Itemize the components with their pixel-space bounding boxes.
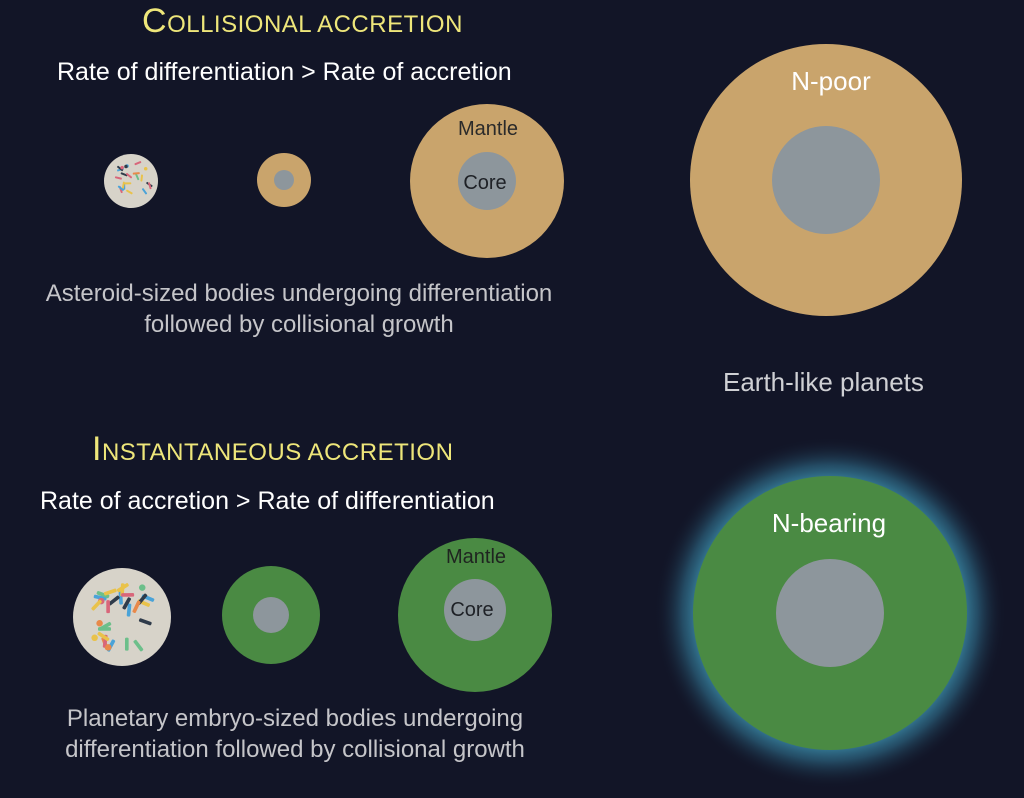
n-bearing-label: N-bearing bbox=[772, 508, 886, 538]
collisional-small-differentiated-body bbox=[257, 153, 311, 207]
grain bbox=[133, 639, 144, 652]
instantaneous-heading-rest: NSTANTANEOUS ACCRETION bbox=[101, 439, 454, 466]
grain bbox=[91, 599, 102, 611]
instantaneous-mantle-label: Mantle bbox=[446, 546, 506, 568]
instantaneous-caption: Planetary embryo-sized bodies undergoing… bbox=[40, 703, 550, 765]
instantaneous-caption-line2: differentiation followed by collisional … bbox=[65, 736, 525, 763]
grain bbox=[140, 174, 144, 182]
grain bbox=[121, 181, 125, 189]
collisional-undifferentiated-body bbox=[104, 154, 158, 208]
grain bbox=[134, 161, 142, 166]
n-poor-planet: N-poor bbox=[690, 44, 962, 316]
grain bbox=[106, 600, 110, 614]
grain bbox=[141, 188, 148, 195]
grain bbox=[148, 182, 152, 190]
collisional-rate-text: Rate of differentiation > Rate of accret… bbox=[57, 58, 512, 86]
grain bbox=[91, 634, 98, 642]
collisional-caption-line1: Asteroid-sized bodies undergoing differe… bbox=[45, 280, 553, 307]
n-poor-label: N-poor bbox=[791, 66, 871, 96]
instantaneous-rate-text: Rate of accretion > Rate of differentiat… bbox=[40, 487, 495, 515]
small-body-grains bbox=[114, 161, 153, 195]
instantaneous-heading-initial: I bbox=[92, 430, 102, 468]
grain bbox=[132, 172, 140, 175]
grain bbox=[124, 182, 132, 185]
grain bbox=[117, 165, 124, 172]
instantaneous-core-label: Core bbox=[450, 599, 493, 621]
grain bbox=[104, 644, 112, 651]
collisional-core-label: Core bbox=[463, 172, 506, 194]
grain bbox=[126, 603, 132, 617]
grain bbox=[116, 583, 129, 593]
collisional-heading-rest: OLLISIONAL ACCRETION bbox=[167, 11, 463, 38]
grain bbox=[121, 593, 135, 597]
grain bbox=[120, 172, 128, 177]
grain bbox=[132, 600, 141, 613]
grain bbox=[138, 618, 152, 626]
earth-like-planets-label: Earth-like planets bbox=[723, 367, 924, 397]
grain bbox=[122, 597, 131, 610]
grain bbox=[114, 176, 122, 180]
grain bbox=[97, 627, 111, 631]
grain bbox=[108, 595, 120, 606]
grain bbox=[120, 165, 124, 170]
grain bbox=[124, 164, 128, 169]
grain bbox=[126, 189, 133, 195]
collisional-caption-line2: followed by collisional growth bbox=[144, 311, 454, 338]
collisional-accretion-heading: COLLISIONAL ACCRETION bbox=[142, 2, 463, 41]
instantaneous-accretion-heading: INSTANTANEOUS ACCRETION bbox=[92, 430, 453, 469]
grain bbox=[103, 588, 117, 596]
collisional-differentiated-body: Mantle Core bbox=[410, 104, 564, 258]
grain bbox=[96, 591, 110, 599]
large-body-grains bbox=[91, 583, 155, 652]
collisional-mantle-label: Mantle bbox=[458, 118, 518, 140]
grain bbox=[138, 584, 146, 591]
grain bbox=[143, 166, 148, 171]
instantaneous-undifferentiated-body bbox=[73, 568, 171, 666]
grain bbox=[135, 173, 140, 181]
grain bbox=[124, 637, 129, 651]
instantaneous-differentiated-body: Mantle Core bbox=[398, 538, 552, 692]
grain bbox=[96, 619, 103, 627]
grain bbox=[125, 172, 133, 179]
grain bbox=[117, 185, 124, 191]
grain bbox=[97, 631, 110, 642]
instantaneous-caption-line1: Planetary embryo-sized bodies undergoing bbox=[66, 705, 524, 732]
collisional-caption: Asteroid-sized bodies undergoing differe… bbox=[30, 278, 568, 340]
instantaneous-small-differentiated-body bbox=[222, 566, 320, 664]
collisional-heading-initial: C bbox=[142, 2, 168, 40]
n-bearing-planet: N-bearing bbox=[654, 437, 1006, 789]
